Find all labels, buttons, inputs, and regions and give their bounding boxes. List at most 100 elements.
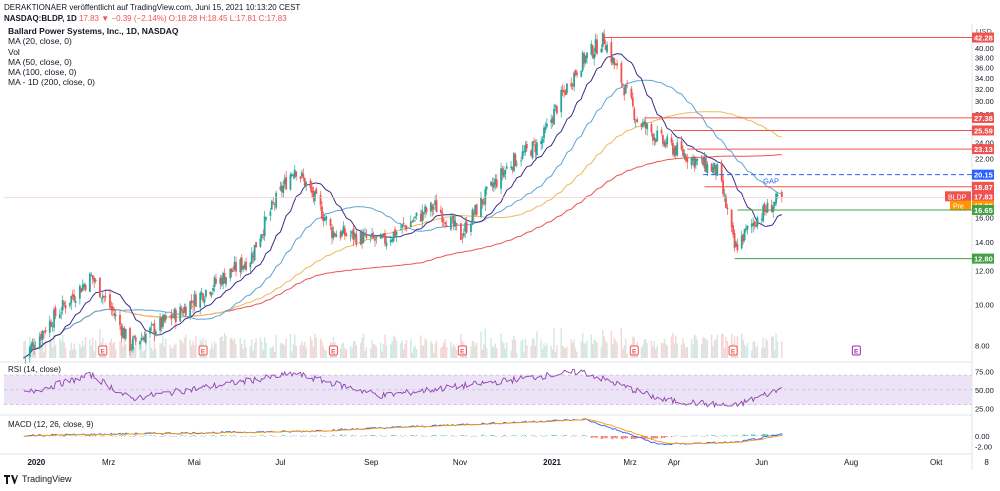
volume-bar: [665, 343, 667, 358]
candle-body: [584, 55, 587, 63]
price-change: ▼ −0.39 (−2.14%): [101, 14, 167, 23]
macd-hist-bar: [643, 436, 645, 439]
candle-body: [732, 225, 735, 235]
volume-bar: [523, 352, 525, 358]
volume-bar: [183, 337, 186, 358]
macd-hist-bar: [752, 434, 754, 436]
candle-body: [395, 232, 398, 236]
volume-bar: [395, 340, 398, 358]
candle-body: [409, 221, 412, 228]
candle-body: [220, 277, 223, 286]
volume-bar: [583, 343, 585, 358]
candle-body: [634, 120, 637, 122]
candle-body: [716, 163, 719, 176]
candle-body: [265, 217, 268, 220]
candle-body: [683, 153, 686, 158]
y-tick-label: 10.00: [975, 300, 994, 309]
volume-bar: [99, 329, 101, 358]
candle-body: [763, 204, 766, 212]
macd-title: MACD (12, 26, close, 9): [8, 420, 94, 429]
volume-bar: [299, 345, 302, 358]
volume-bar: [281, 343, 283, 358]
candle-body: [270, 201, 273, 210]
candle-body: [399, 228, 402, 230]
legend-item[interactable]: MA (20, close, 0): [8, 36, 72, 47]
candle-body: [250, 252, 253, 264]
earnings-marker: [629, 345, 639, 356]
macd-hist-bar: [622, 436, 624, 440]
volume-bar: [692, 344, 694, 358]
volume-bar: [695, 335, 697, 358]
symbol: NASDAQ:BLDP, 1D: [4, 14, 77, 23]
earnings-marker: [851, 345, 861, 356]
tradingview-logo-icon: [4, 474, 18, 484]
volume-bar: [470, 346, 472, 358]
y-tick-label: 12.00: [975, 267, 994, 276]
candle-body: [422, 212, 425, 215]
volume-bar: [152, 350, 154, 358]
volume-bar: [135, 341, 137, 358]
volume-bar: [40, 338, 42, 358]
volume-bar: [382, 343, 385, 358]
candle-body: [365, 234, 368, 238]
macd-hist-bar: [620, 436, 622, 439]
candle-body: [513, 152, 515, 172]
volume-bar: [531, 338, 534, 358]
volume-bar: [354, 341, 356, 358]
volume-bar: [493, 346, 495, 358]
candle-body: [435, 200, 438, 213]
macd-hist-bar: [374, 435, 376, 436]
macd-hist-bar: [225, 435, 227, 436]
volume-bar: [752, 341, 754, 358]
candle-body: [544, 127, 547, 131]
volume-bar: [520, 341, 522, 358]
candle-body: [601, 32, 604, 47]
volume-bar: [235, 344, 237, 358]
legend-item[interactable]: MA (100, close, 0): [8, 67, 77, 78]
candle-body: [292, 175, 295, 177]
volume-bar: [454, 347, 456, 358]
candle-body: [411, 221, 414, 223]
candle-body: [624, 84, 627, 94]
candle-body: [113, 313, 116, 316]
macd-hist-bar: [415, 435, 418, 436]
candle-body: [341, 231, 343, 236]
candle-body: [280, 185, 283, 192]
macd-hist-bar: [582, 435, 584, 436]
volume-bar: [239, 338, 242, 358]
candle-body: [455, 223, 458, 225]
candle-body: [465, 221, 468, 233]
legend-item[interactable]: MA (50, close, 0): [8, 56, 72, 67]
candle-body: [285, 177, 288, 190]
volume-bar: [755, 347, 757, 358]
candle-body: [249, 262, 252, 268]
volume-bar: [653, 341, 656, 358]
macd-hist-bar: [365, 435, 367, 436]
candle-body: [723, 194, 726, 196]
candle-body: [684, 155, 687, 161]
candle-body: [233, 261, 236, 270]
candle-body: [500, 168, 502, 189]
macd-hist-bar: [193, 435, 196, 436]
candle-body: [686, 158, 689, 163]
candle-body: [301, 172, 303, 176]
candle-body: [180, 308, 183, 312]
volume-bar: [162, 334, 164, 358]
candle-body: [345, 233, 348, 236]
macd-hist-bar: [222, 435, 224, 436]
candle-body: [183, 306, 186, 313]
candle-body: [780, 191, 783, 198]
candle-body: [219, 277, 222, 284]
macd-hist-bar: [650, 436, 653, 440]
macd-hist-bar: [606, 436, 608, 439]
candle-body: [474, 204, 477, 214]
volume-bar: [616, 342, 618, 358]
earnings-marker-label: E: [632, 348, 637, 355]
legend-item[interactable]: Vol: [8, 46, 20, 57]
candle-body: [354, 233, 356, 238]
candle-body: [121, 328, 124, 338]
macd-hist-bar: [653, 436, 655, 439]
candle-body: [470, 224, 472, 233]
volume-bar: [762, 337, 764, 358]
legend-item[interactable]: MA - 1D (200, close, 0): [8, 77, 95, 88]
